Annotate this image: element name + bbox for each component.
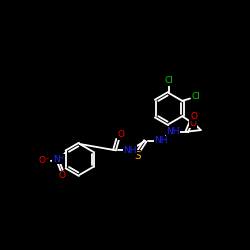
Text: O: O bbox=[59, 171, 66, 180]
Text: Cl: Cl bbox=[192, 92, 200, 102]
Text: NH: NH bbox=[154, 136, 168, 145]
Text: O⁻: O⁻ bbox=[38, 156, 50, 166]
Text: NH: NH bbox=[166, 127, 180, 136]
Text: O: O bbox=[190, 112, 197, 121]
Text: S: S bbox=[134, 150, 141, 160]
Text: Cl: Cl bbox=[164, 76, 173, 85]
Text: O: O bbox=[117, 130, 124, 139]
Text: O: O bbox=[190, 119, 196, 128]
Text: NH: NH bbox=[123, 146, 137, 154]
Text: N⁺: N⁺ bbox=[53, 155, 64, 164]
